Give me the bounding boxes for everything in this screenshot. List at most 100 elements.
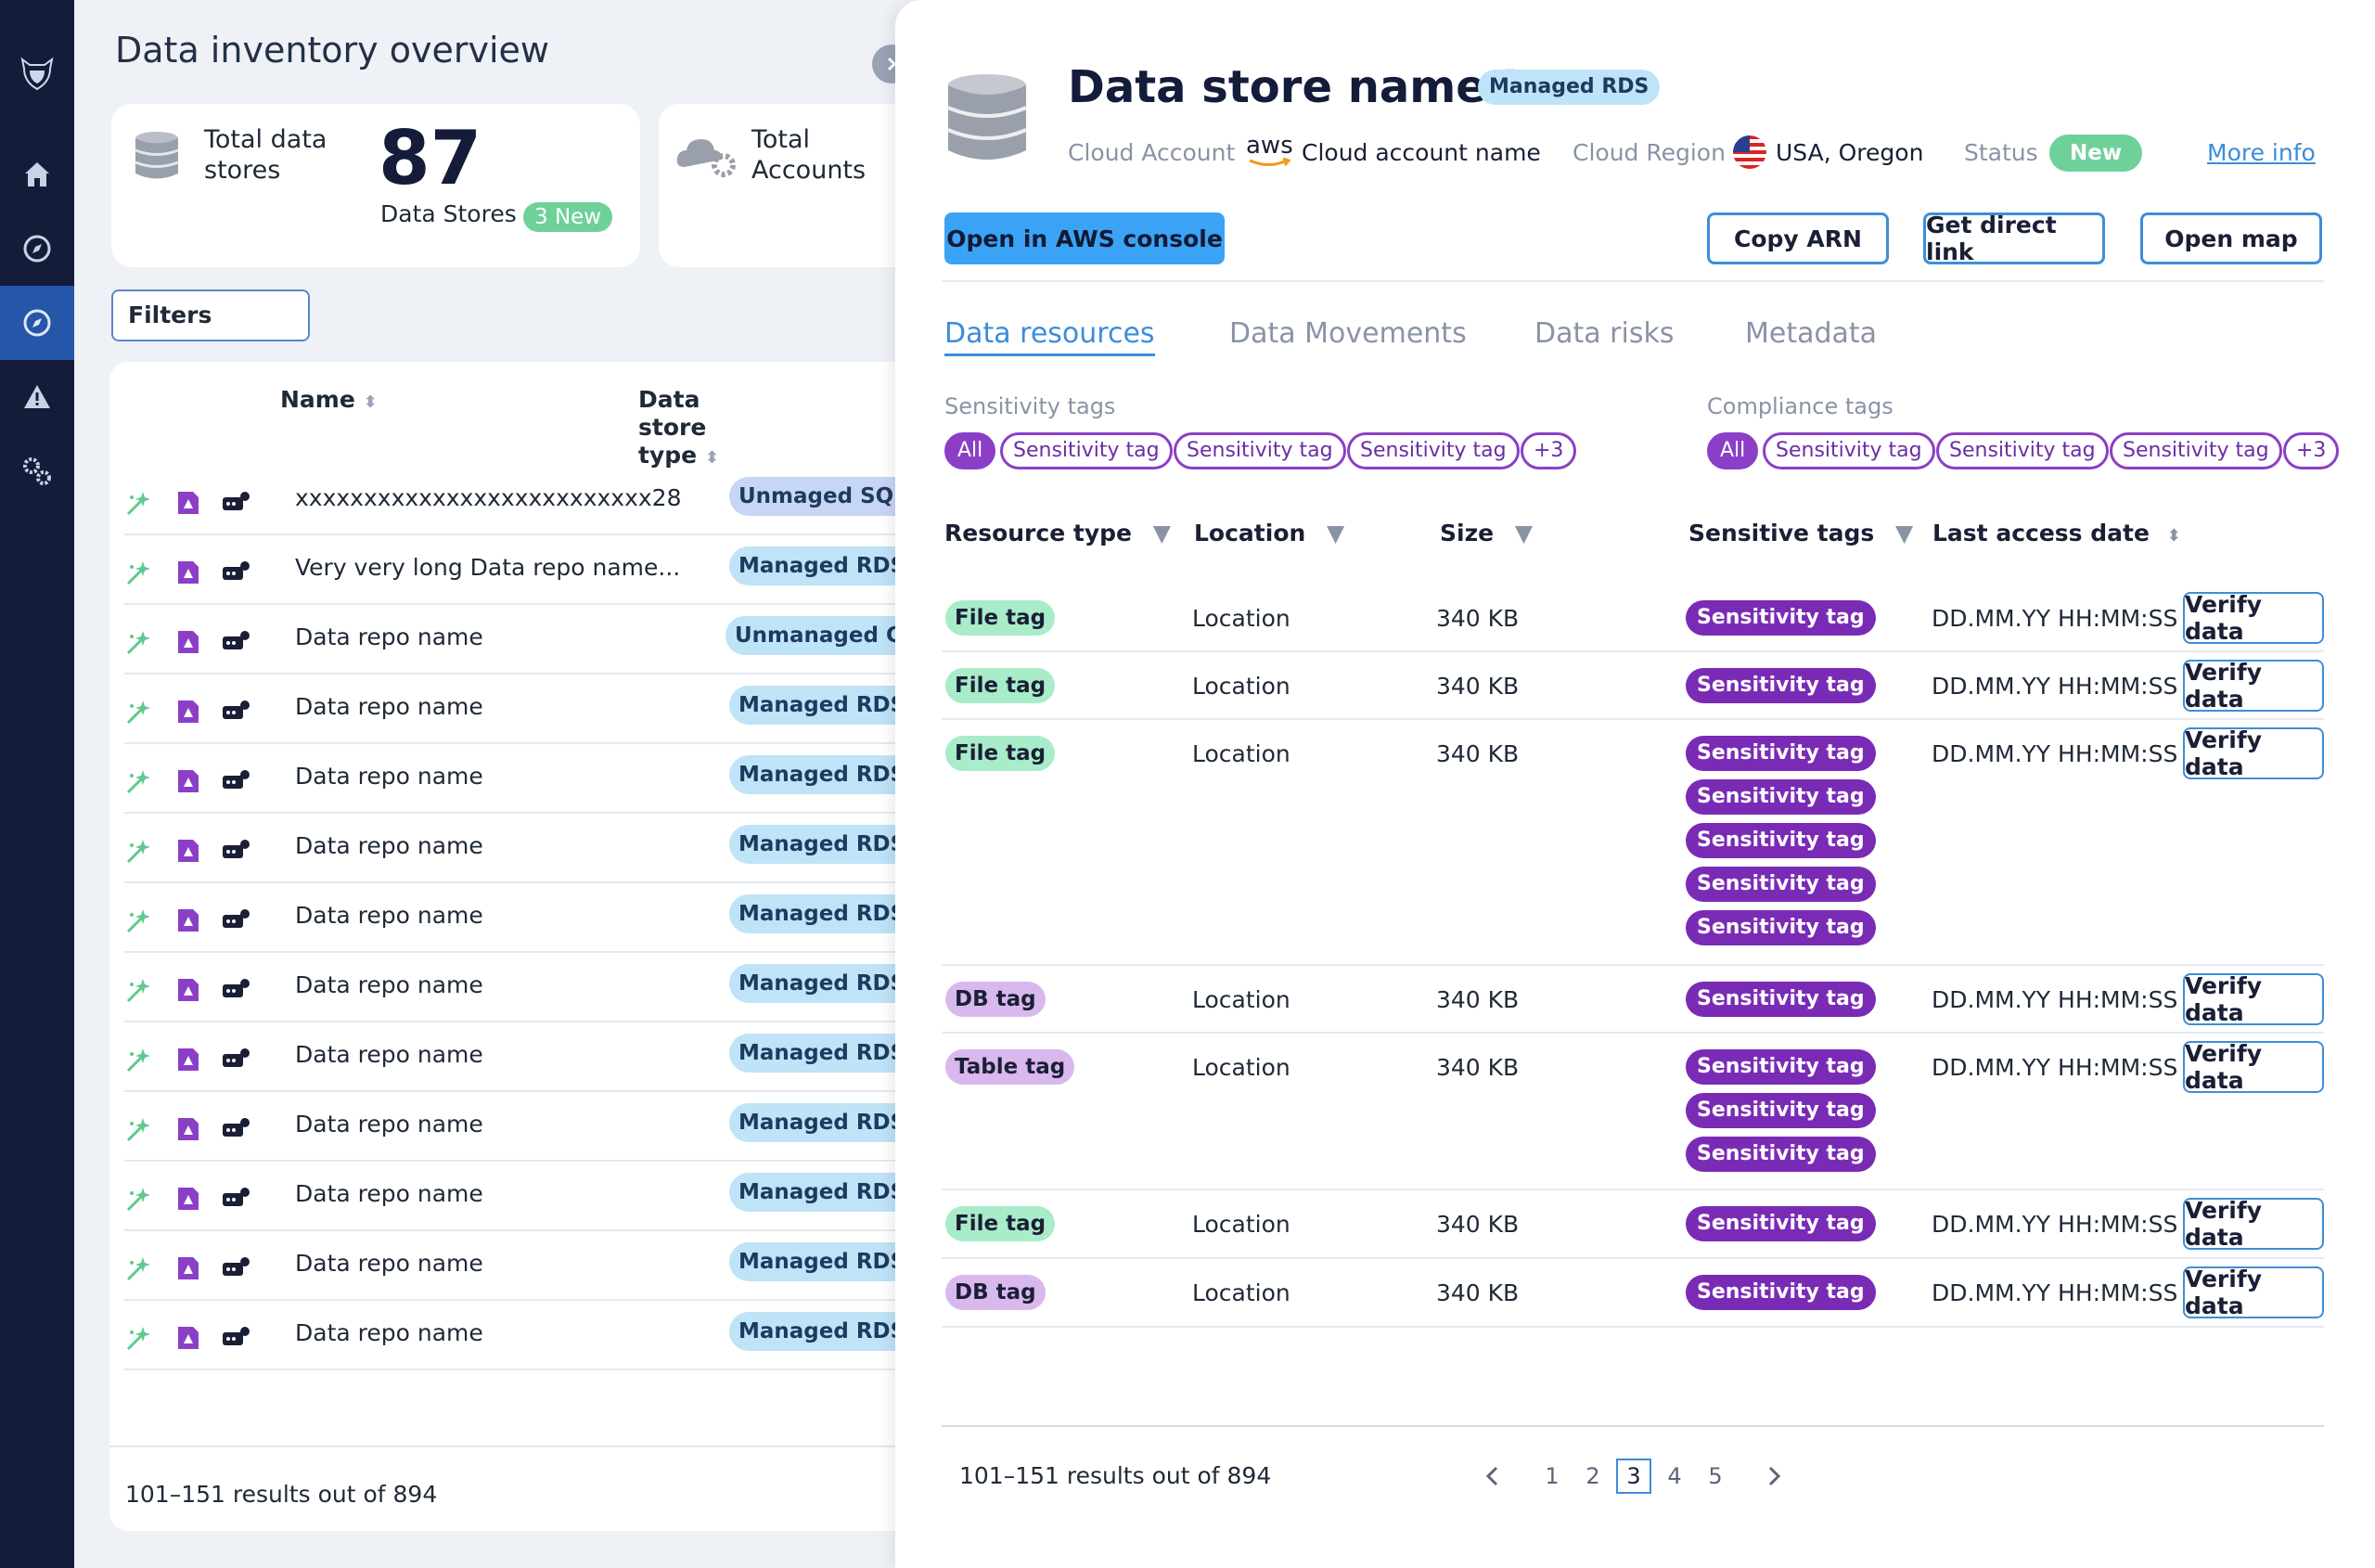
pagination-page[interactable]: 2 — [1585, 1463, 1600, 1489]
data-store-type-badge: Managed RDS — [729, 1034, 916, 1073]
table-row[interactable]: Data repo name Managed RDS — [124, 1022, 959, 1092]
sparkle-check-icon — [126, 1257, 150, 1281]
data-store-name[interactable]: Data repo name — [295, 623, 483, 650]
resource-location: Location — [1192, 1279, 1290, 1306]
data-store-name[interactable]: Data repo name — [295, 1041, 483, 1068]
sensitivity-filter-tag[interactable]: Sensitivity tag — [1000, 432, 1173, 469]
warning-icon[interactable] — [0, 360, 74, 434]
verify-data-button[interactable]: Verify data — [2183, 1266, 2324, 1319]
column-header-data-store-type[interactable]: Data store type ⬍ — [638, 386, 719, 469]
data-store-name[interactable]: Data repo name — [295, 1111, 483, 1137]
storage-icon — [223, 1118, 250, 1137]
get-direct-link-button[interactable]: Get direct link — [1923, 212, 2105, 265]
data-store-name[interactable]: Data repo name — [295, 902, 483, 929]
data-store-name[interactable]: Data repo name — [295, 971, 483, 998]
divider — [942, 1425, 2324, 1427]
resource-location: Location — [1192, 1211, 1290, 1238]
sparkle-check-icon — [126, 770, 150, 794]
document-icon — [178, 979, 199, 1001]
column-header-last-access-date[interactable]: Last access date ⬍ — [1932, 520, 2181, 546]
resource-size: 340 KB — [1436, 986, 1520, 1013]
document-icon — [178, 1048, 199, 1071]
storage-icon — [223, 700, 250, 719]
table-row[interactable]: Data repo name Managed RDS — [124, 675, 959, 744]
table-row[interactable]: Data repo name Managed RDS — [124, 814, 959, 883]
column-header-resource-type[interactable]: Resource type ▼ — [944, 520, 1171, 546]
table-row[interactable]: Data repo name Unmanaged CassandraDB — [124, 605, 1055, 675]
compliance-filter-tag[interactable]: Sensitivity tag — [1936, 432, 2109, 469]
column-header-location[interactable]: Location ▼ — [1194, 520, 1345, 546]
table-row[interactable]: Data repo name Managed RDS — [124, 1231, 959, 1301]
table-row[interactable]: Very very long Data repo name... Managed … — [124, 535, 959, 605]
more-info-link[interactable]: More info — [2207, 139, 2316, 166]
verify-data-button[interactable]: Verify data — [2183, 1197, 2324, 1251]
chevron-left-icon — [1485, 1466, 1498, 1486]
table-row[interactable]: Data repo name Managed RDS — [124, 1301, 959, 1370]
compliance-filter-tag[interactable]: Sensitivity tag — [1763, 432, 1935, 469]
explore-icon[interactable] — [0, 212, 74, 286]
table-row[interactable]: Data repo name Managed RDS — [124, 1092, 959, 1162]
data-store-name[interactable]: Very very long Data repo name... — [295, 554, 681, 581]
table-row[interactable]: Data repo name Managed RDS — [124, 744, 959, 814]
last-access-date: DD.MM.YY HH:MM:SS — [1932, 605, 2178, 632]
verify-data-button[interactable]: Verify data — [2183, 972, 2324, 1026]
open-map-button[interactable]: Open map — [2140, 212, 2322, 264]
pagination-prev[interactable] — [1475, 1459, 1510, 1494]
storage-icon — [223, 1048, 250, 1067]
table-row[interactable]: Data repo name Managed RDS — [124, 1162, 959, 1231]
verify-data-button[interactable]: Verify data — [2183, 591, 2324, 645]
resource-row: File tag Location 340 KB Sensitivity tag DD.… — [942, 585, 2324, 652]
verify-data-button[interactable]: Verify data — [2183, 659, 2324, 713]
data-store-name[interactable]: Data repo name — [295, 1319, 483, 1346]
table-row[interactable]: Data repo name Managed RDS — [124, 953, 959, 1022]
pagination-next[interactable] — [1756, 1459, 1791, 1494]
sensitivity-tag: Sensitivity tag — [1686, 867, 1876, 902]
pagination-page[interactable]: 4 — [1667, 1463, 1682, 1489]
aws-icon: aws — [1246, 132, 1293, 166]
verify-data-button[interactable]: Verify data — [2183, 726, 2324, 780]
compliance-tags-label: Compliance tags — [1707, 393, 1894, 419]
filters-button[interactable]: Filters — [111, 289, 310, 341]
sensitivity-filter-tag[interactable]: Sensitivity tag — [1347, 432, 1520, 469]
document-icon — [178, 770, 199, 792]
compliance-filter-all[interactable]: All — [1707, 432, 1759, 469]
data-store-name[interactable]: Data repo name — [295, 832, 483, 859]
table-row[interactable]: xxxxxxxxxxxxxxxxxxxxxxxxxx28 Unmaged SQL — [124, 466, 959, 535]
compliance-filter-more[interactable]: +3 — [2283, 432, 2340, 469]
home-icon[interactable] — [0, 137, 74, 212]
last-access-date: DD.MM.YY HH:MM:SS — [1932, 1054, 2178, 1081]
column-header-size[interactable]: Size ▼ — [1440, 520, 1534, 546]
pagination-page[interactable]: 1 — [1545, 1463, 1560, 1489]
tab-data-movements[interactable]: Data Movements — [1229, 317, 1467, 350]
data-store-name[interactable]: Data repo name — [295, 1180, 483, 1207]
tab-metadata[interactable]: Metadata — [1745, 317, 1878, 350]
table-row[interactable]: Data repo name Managed RDS — [124, 883, 959, 953]
sensitivity-filter-tag[interactable]: Sensitivity tag — [1174, 432, 1346, 469]
data-store-name[interactable]: Data repo name — [295, 1250, 483, 1277]
sort-icon: ⬍ — [2166, 526, 2181, 546]
data-store-name[interactable]: Data repo name — [295, 763, 483, 790]
sparkle-check-icon — [126, 561, 150, 585]
settings-icon[interactable] — [0, 434, 74, 508]
storage-icon — [223, 1188, 250, 1206]
data-store-name[interactable]: xxxxxxxxxxxxxxxxxxxxxxxxxx28 — [295, 484, 682, 511]
open-aws-console-button[interactable]: Open in AWS console — [944, 212, 1225, 264]
sparkle-check-icon — [126, 492, 150, 516]
pagination-page-current[interactable]: 3 — [1616, 1459, 1651, 1494]
pagination-page[interactable]: 5 — [1708, 1463, 1723, 1489]
tab-data-resources[interactable]: Data resources — [944, 317, 1155, 356]
sensitivity-filter-more[interactable]: +3 — [1521, 432, 1577, 469]
resource-location: Location — [1192, 986, 1290, 1013]
copy-arn-button[interactable]: Copy ARN — [1707, 212, 1889, 264]
column-header-name[interactable]: Name ⬍ — [280, 386, 378, 413]
verify-data-button[interactable]: Verify data — [2183, 1040, 2324, 1094]
data-stores-table: Name ⬍ Data store type ⬍ xxxxxxxxxxxxxxx… — [109, 362, 1055, 1531]
sensitivity-filter-all[interactable]: All — [944, 432, 996, 469]
compliance-filter-tag[interactable]: Sensitivity tag — [2110, 432, 2282, 469]
tab-data-risks[interactable]: Data risks — [1534, 317, 1675, 350]
column-header-sensitive-tags[interactable]: Sensitive tags ▼ — [1688, 520, 1914, 546]
data-store-name[interactable]: Data repo name — [295, 693, 483, 720]
data-inventory-icon[interactable] — [0, 286, 74, 360]
data-store-type-badge: Managed RDS — [729, 894, 916, 933]
resource-size: 340 KB — [1436, 1054, 1520, 1081]
